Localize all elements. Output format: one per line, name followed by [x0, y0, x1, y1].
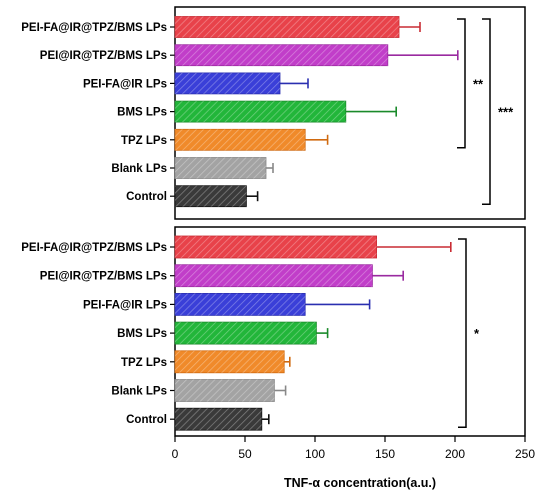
x-axis-label: TNF-α concentration(a.u.) — [284, 476, 436, 490]
category-label: TPZ LPs — [121, 135, 167, 147]
category-label: PEI-FA@IR@TPZ/BMS LPs — [21, 22, 167, 34]
category-label: TPZ LPs — [121, 357, 167, 369]
x-tick-label: 100 — [305, 447, 325, 461]
bar-hatch — [175, 379, 275, 402]
category-label: BMS LPs — [117, 328, 167, 340]
bar-hatch — [175, 157, 266, 179]
category-label: PEI-FA@IR@TPZ/BMS LPs — [21, 242, 167, 254]
x-tick-label: 200 — [445, 447, 465, 461]
category-label: Control — [126, 414, 167, 426]
significance-label: * — [474, 326, 480, 341]
bar-hatch — [175, 44, 388, 66]
category-label: PEI-FA@IR LPs — [83, 78, 167, 90]
significance-bracket — [457, 18, 466, 149]
bar-hatch — [175, 16, 399, 38]
bar-hatch — [175, 236, 377, 258]
panel-top: PEI-FA@IR@TPZ/BMS LPs PEI@IR@TPZ/BMS LPs P… — [21, 6, 526, 220]
category-label: Blank LPs — [111, 386, 167, 398]
x-tick-label: 0 — [172, 447, 179, 461]
significance-bracket — [458, 238, 467, 428]
bar-hatch — [175, 264, 373, 287]
significance-label: *** — [498, 105, 514, 120]
bar-hatch — [175, 129, 306, 151]
bar-hatch — [175, 293, 306, 316]
x-tick-label: 50 — [238, 447, 252, 461]
category-label: Control — [126, 191, 167, 203]
category-label: PEI@IR@TPZ/BMS LPs — [40, 271, 167, 283]
bar-hatch — [175, 408, 262, 431]
category-label: BMS LPs — [117, 107, 167, 119]
significance-label: ** — [473, 76, 484, 91]
category-label: PEI@IR@TPZ/BMS LPs — [40, 50, 167, 62]
x-tick-label: 150 — [375, 447, 395, 461]
x-tick-label: 250 — [515, 447, 535, 461]
panel-bottom: PEI-FA@IR@TPZ/BMS LPs PEI@IR@TPZ/BMS LPs P… — [21, 226, 535, 490]
bar-hatch — [175, 101, 346, 123]
bar-hatch — [175, 72, 280, 94]
bar-hatch — [175, 322, 317, 345]
bar-hatch — [175, 185, 247, 207]
bar-hatch — [175, 350, 285, 373]
category-label: Blank LPs — [111, 163, 167, 175]
significance-bracket — [482, 18, 491, 205]
category-label: PEI-FA@IR LPs — [83, 299, 167, 311]
